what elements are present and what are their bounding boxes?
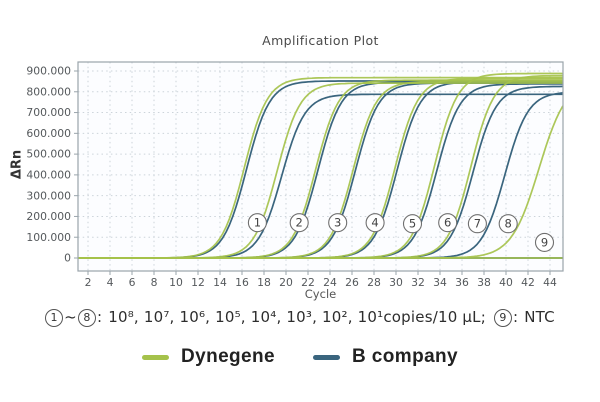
- svg-text:8: 8: [151, 276, 158, 289]
- legend-entry-bcompany: B company: [313, 346, 458, 368]
- curve-label-circle-3: [328, 213, 348, 233]
- tick-labels: 2 4 6 8 10 12 14 16 18 20 22 24 26 28 30 32 34 36 38 40 42 44…: [26, 65, 557, 289]
- curve-label-number-7: 7: [474, 217, 481, 231]
- svg-text:6: 6: [129, 276, 136, 289]
- svg-text:500.000: 500.000: [26, 148, 71, 161]
- svg-text:10: 10: [169, 276, 183, 289]
- svg-text:12: 12: [191, 276, 205, 289]
- svg-text:44: 44: [543, 276, 557, 289]
- plot-frame: [77, 61, 564, 272]
- caption-ntc-text: NTC: [524, 308, 555, 326]
- svg-text:26: 26: [345, 276, 359, 289]
- curve-label-number-9: 9: [541, 235, 548, 249]
- curve-label-number-2: 2: [296, 216, 303, 230]
- curve-label-circle-7: [467, 214, 487, 234]
- bcompany-label: B company: [352, 346, 459, 367]
- curve-label-number-8: 8: [505, 217, 512, 231]
- dynegene-label: Dynegene: [180, 346, 275, 367]
- svg-text:200.000: 200.000: [26, 210, 71, 223]
- caption-ntc-colon: :: [512, 308, 519, 326]
- curve-label-number-3: 3: [334, 216, 341, 230]
- circled-number-8: 8: [77, 309, 96, 327]
- svg-text:30: 30: [389, 276, 403, 289]
- curve-label-number-4: 4: [371, 216, 378, 230]
- svg-text:14: 14: [213, 276, 227, 289]
- svg-text:400.000: 400.000: [26, 168, 71, 181]
- curve-label-number-5: 5: [409, 217, 416, 231]
- svg-text:40: 40: [499, 276, 513, 289]
- caption-colon: :: [96, 308, 103, 326]
- legend: Dynegene B company: [0, 346, 600, 368]
- curve-label-circle-9: [534, 232, 555, 252]
- svg-text:16: 16: [235, 276, 249, 289]
- svg-text:2: 2: [85, 276, 92, 289]
- curve-label-circle-4: [365, 213, 385, 233]
- svg-text:100.000: 100.000: [26, 231, 71, 244]
- svg-text:42: 42: [521, 276, 535, 289]
- svg-text:32: 32: [411, 276, 425, 289]
- svg-text:34: 34: [433, 276, 447, 289]
- svg-text:24: 24: [323, 276, 337, 289]
- svg-text:800.000: 800.000: [26, 85, 71, 98]
- svg-text:18: 18: [257, 276, 271, 289]
- curve-label-number-1: 1: [254, 216, 261, 230]
- dynegene-line-swatch: [141, 354, 169, 360]
- circled-number-1: 1: [45, 309, 64, 327]
- legend-entry-dynegene: Dynegene: [141, 346, 275, 368]
- curve-label-circle-2: [289, 213, 309, 233]
- svg-text:900.000: 900.000: [26, 65, 71, 78]
- caption-series-text: 10⁸, 10⁷, 10⁶, 10⁵, 10⁴, 10³, 10², 10¹co…: [108, 308, 486, 326]
- bcompany-line-swatch: [313, 354, 340, 360]
- svg-text:20: 20: [279, 276, 293, 289]
- svg-text:38: 38: [477, 276, 491, 289]
- svg-text:600.000: 600.000: [26, 127, 71, 140]
- svg-text:300.000: 300.000: [26, 189, 71, 202]
- svg-text:700.000: 700.000: [26, 106, 71, 119]
- chart-title: Amplification Plot: [262, 33, 379, 48]
- axis-ticks: [74, 70, 551, 275]
- x-axis-label: Cycle: [304, 287, 337, 301]
- curve-label-circle-1: [247, 213, 267, 233]
- svg-text:22: 22: [301, 276, 315, 289]
- concentration-caption: 1 ~8:10⁸, 10⁷, 10⁶, 10⁵, 10⁴, 10³, 10², 1…: [0, 308, 600, 327]
- svg-text:4: 4: [107, 276, 114, 289]
- curve-label-number-6: 6: [444, 216, 451, 230]
- curves: [78, 72, 563, 259]
- curve-label-circle-8: [498, 214, 518, 234]
- svg-text:0: 0: [64, 252, 71, 265]
- curve-label-circle-5: [402, 214, 423, 234]
- circled-number-9: 9: [493, 309, 512, 327]
- svg-text:36: 36: [455, 276, 469, 289]
- curve-label-circle-6: [438, 213, 458, 233]
- caption-tilde: ~: [64, 308, 77, 326]
- plot-background: [78, 62, 563, 271]
- svg-text:28: 28: [367, 276, 381, 289]
- curve-number-labels: 1 2 3 4 5 6 7 8 9: [247, 213, 555, 252]
